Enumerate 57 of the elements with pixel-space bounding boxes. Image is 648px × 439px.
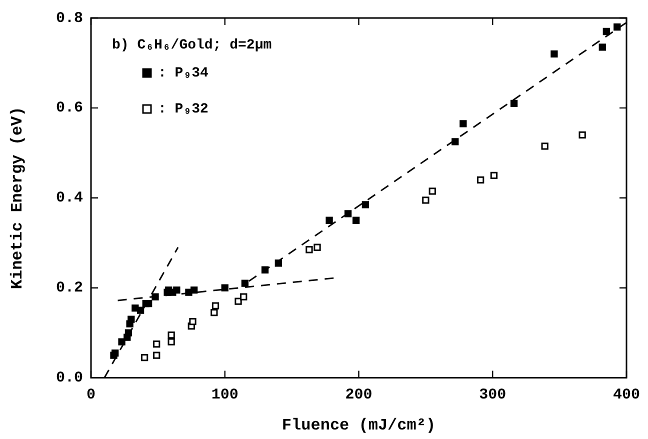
point: [344, 210, 352, 218]
point: [422, 196, 430, 204]
x-tick-label: 0: [86, 386, 96, 404]
legend-label: : P₉34: [158, 66, 208, 82]
point: [112, 349, 119, 357]
x-tick-label: 400: [612, 386, 640, 404]
point: [428, 188, 436, 195]
point: [261, 266, 269, 274]
point: [168, 338, 175, 346]
point: [240, 293, 248, 300]
point: [274, 260, 282, 267]
y-tick-label: 0.4: [56, 190, 83, 207]
point: [314, 244, 321, 251]
y-tick-label: 0.6: [56, 100, 83, 117]
point: [362, 201, 370, 208]
point: [144, 300, 152, 308]
point: [140, 354, 148, 362]
point: [124, 329, 132, 336]
point: [221, 284, 228, 292]
annotation: b) C₆H₆/Gold; d=2μm: [112, 38, 272, 54]
x-axis-title: Fluence (mJ/cm²): [282, 416, 436, 434]
point: [128, 316, 135, 323]
point: [212, 302, 220, 310]
point: [168, 331, 175, 339]
point: [510, 100, 518, 108]
point: [173, 286, 180, 294]
point: [118, 338, 126, 346]
point: [598, 44, 606, 51]
x-tick-label: 100: [211, 386, 238, 404]
point: [152, 293, 159, 300]
point: [306, 246, 313, 254]
point: [326, 216, 333, 224]
legend-label: : P₉32: [158, 102, 208, 118]
x-tick-label: 300: [479, 386, 506, 404]
y-axis-title: Kinetic Energy (eV): [8, 106, 27, 290]
point: [550, 50, 558, 58]
point: [452, 138, 459, 146]
y-tick-label: 0.2: [56, 280, 83, 297]
point: [190, 286, 198, 294]
point: [153, 352, 160, 359]
x-tick-label: 200: [345, 386, 372, 404]
point: [210, 309, 218, 316]
point: [476, 176, 484, 184]
point: [241, 280, 249, 287]
point: [153, 340, 160, 348]
point: [614, 23, 621, 31]
point: [352, 216, 360, 224]
point: [234, 298, 242, 305]
y-tick-label: 0.0: [56, 370, 83, 387]
point: [189, 318, 196, 326]
y-tick-label: 0.8: [56, 10, 83, 27]
point: [136, 306, 144, 314]
point: [602, 28, 610, 36]
point: [460, 120, 467, 128]
point: [541, 142, 548, 150]
point: [490, 172, 498, 179]
point: [578, 131, 586, 139]
